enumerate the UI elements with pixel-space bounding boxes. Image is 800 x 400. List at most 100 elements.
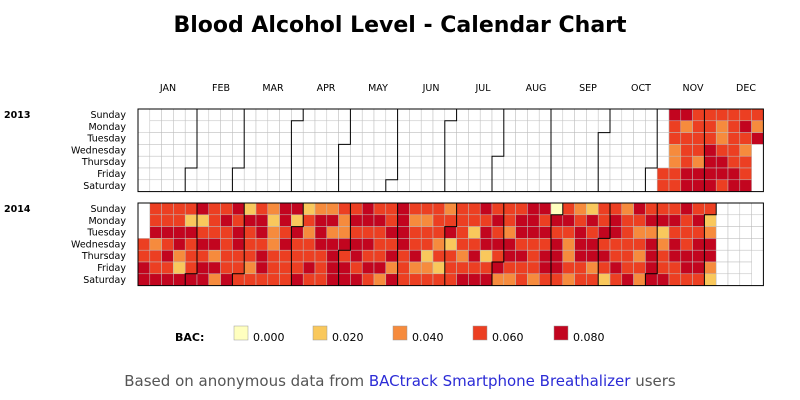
calendar-cell [562, 120, 575, 133]
calendar-cell [232, 167, 245, 181]
calendar-cell [574, 144, 587, 157]
month-labels: JAN FEB MAR APR MAY JUN JUL AUG SEP OCT NOV DEC [159, 83, 756, 94]
calendar-cell [550, 167, 564, 181]
calendar-cell [444, 214, 457, 227]
calendar-cell [479, 226, 493, 239]
calendar-cell [385, 249, 398, 263]
calendar-cell [432, 249, 446, 263]
calendar-cell [350, 226, 363, 239]
calendar-cell [562, 132, 575, 145]
calendar-cell [668, 144, 682, 157]
calendar-cell [515, 273, 528, 286]
calendar-cell [739, 202, 752, 216]
calendar-cell [633, 214, 646, 227]
calendar-cell [704, 226, 717, 239]
calendar-cell [350, 120, 363, 133]
calendar-cell [456, 214, 469, 227]
calendar-cell [220, 144, 233, 157]
footer-link[interactable]: BACtrack Smartphone Breathalizer [368, 372, 631, 390]
calendar-cell [751, 120, 764, 133]
calendar-cell [409, 238, 422, 251]
calendar-cell [550, 202, 564, 216]
calendar-cell [184, 261, 198, 275]
calendar-cell [149, 120, 162, 133]
calendar-cell [668, 273, 682, 286]
calendar-cell [420, 155, 434, 169]
calendar-cell [621, 261, 634, 275]
calendar-cell [255, 132, 269, 145]
calendar-cell [432, 273, 446, 286]
calendar-cell [527, 273, 540, 286]
calendar-cell [208, 226, 221, 239]
weekday-label: Tuesday [86, 228, 126, 239]
calendar-cell [173, 108, 186, 122]
calendar-cell [645, 214, 658, 227]
calendar-cell [302, 261, 316, 275]
calendar-cell [727, 144, 741, 157]
calendar-cell [727, 179, 741, 192]
calendar-cell [609, 261, 623, 275]
calendar-cell [314, 155, 328, 169]
calendar-cell [491, 167, 505, 181]
calendar-cell [668, 167, 682, 181]
calendar-cell [491, 238, 505, 251]
legend-swatch [233, 325, 249, 341]
calendar-cell [479, 132, 493, 145]
calendar-cell [397, 261, 410, 275]
calendar-cell [597, 108, 611, 122]
calendar-cell [479, 273, 493, 286]
calendar-cell [220, 155, 233, 169]
calendar-cell [609, 202, 623, 216]
calendar-cell [184, 249, 198, 263]
calendar-cell [385, 155, 398, 169]
calendar-cell [739, 179, 752, 192]
calendar-cell [751, 214, 764, 227]
calendar-cell [220, 261, 233, 275]
calendar-cell [137, 155, 151, 169]
calendar-cell [656, 144, 670, 157]
calendar-cell [479, 167, 493, 181]
calendar-cell [692, 179, 705, 192]
calendar-cell [444, 144, 457, 157]
calendar-cell [149, 108, 162, 122]
calendar-cell [291, 226, 304, 239]
legend-swatch [472, 325, 488, 341]
weekday-label: Saturday [83, 181, 126, 192]
calendar-cell [715, 238, 729, 251]
calendar-cell [385, 273, 398, 286]
calendar-cell [468, 202, 481, 216]
calendar-cell [432, 238, 446, 251]
calendar-cell [444, 261, 457, 275]
calendar-cell [704, 179, 717, 192]
calendar-cell [456, 167, 469, 181]
calendar-cell [409, 202, 422, 216]
calendar-cell [727, 249, 741, 263]
calendar-cell [279, 144, 292, 157]
calendar-cell [314, 226, 328, 239]
calendar-cell [361, 238, 375, 251]
calendar-cell [692, 132, 705, 145]
calendar-cell [550, 132, 564, 145]
calendar-cell [574, 155, 587, 169]
calendar-cell [149, 144, 162, 157]
calendar-cell [680, 202, 693, 216]
calendar-cell [609, 273, 623, 286]
calendar-cell [326, 167, 339, 181]
calendar-cell [515, 144, 528, 157]
year-border [137, 108, 764, 193]
calendar-cell [491, 120, 505, 133]
calendar-cell [692, 108, 705, 122]
calendar-cell [409, 144, 422, 157]
calendar-cell [208, 132, 221, 145]
calendar-cell [538, 226, 552, 239]
weekday-label: Tuesday [86, 134, 126, 145]
calendar-cell [515, 120, 528, 133]
calendar-cell [385, 108, 398, 122]
calendar-cell [220, 249, 233, 263]
calendar-cell [432, 155, 446, 169]
calendar-cell [633, 108, 646, 122]
calendar-cell [267, 273, 280, 286]
calendar-cell [161, 179, 174, 192]
calendar-cell [338, 202, 351, 216]
calendar-cell [161, 167, 174, 181]
